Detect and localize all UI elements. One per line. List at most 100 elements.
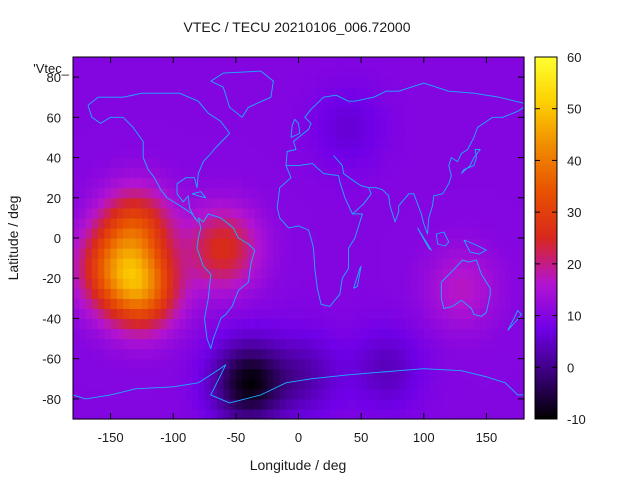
heatmap-cell (398, 308, 406, 320)
heatmap-cell (461, 308, 469, 320)
heatmap-cell (342, 127, 350, 139)
heatmap-cell (254, 358, 262, 370)
heatmap-cell (173, 167, 181, 179)
colorbar-cell (535, 334, 557, 339)
heatmap-cell (473, 318, 481, 330)
heatmap-cell (348, 197, 356, 209)
heatmap-cell (204, 67, 212, 78)
heatmap-cell (392, 358, 400, 370)
heatmap-cell (448, 77, 456, 88)
heatmap-cell (85, 298, 93, 309)
heatmap-cell (304, 187, 312, 199)
heatmap-cell (423, 107, 431, 118)
heatmap-cell (423, 248, 431, 259)
heatmap-cell (404, 288, 412, 299)
heatmap-cell (354, 177, 362, 189)
heatmap-cell (404, 157, 412, 169)
heatmap-cell (104, 358, 112, 370)
heatmap-cell (486, 147, 494, 159)
heatmap-cell (392, 408, 400, 420)
heatmap-cell (311, 77, 318, 88)
heatmap-cell (129, 197, 137, 209)
heatmap-cell (154, 117, 162, 128)
heatmap-cell (436, 137, 444, 149)
heatmap-cell (486, 227, 494, 239)
heatmap-cell (367, 87, 375, 98)
heatmap-cell (292, 107, 300, 118)
heatmap-cell (260, 67, 268, 78)
heatmap-cell (311, 137, 318, 149)
heatmap-cell (79, 67, 87, 78)
heatmap-cell (217, 298, 224, 309)
heatmap-cell (448, 137, 456, 149)
heatmap-cell (442, 268, 450, 279)
heatmap-cell (210, 258, 218, 269)
heatmap-cell (354, 167, 362, 179)
heatmap-cell (204, 328, 212, 340)
heatmap-cell (267, 117, 275, 128)
heatmap-cell (298, 187, 306, 199)
coastline (461, 149, 481, 174)
heatmap-cell (192, 207, 199, 219)
heatmap-cell (348, 398, 356, 410)
heatmap-cell (273, 227, 281, 239)
heatmap-cell (217, 388, 224, 400)
heatmap-cell (154, 167, 162, 179)
heatmap-cell (404, 258, 412, 269)
heatmap-cell (348, 157, 356, 169)
heatmap-cell (267, 378, 275, 390)
heatmap-cell (423, 207, 431, 219)
heatmap-cell (141, 127, 149, 139)
colorbar-cell (535, 316, 557, 320)
heatmap-cell (361, 77, 368, 88)
heatmap-cell (379, 127, 387, 139)
heatmap-cell (373, 398, 381, 410)
heatmap-cell (285, 398, 293, 410)
heatmap-cell (367, 77, 375, 88)
heatmap-cell (417, 117, 425, 128)
colorbar-cell (535, 337, 557, 342)
heatmap-cell (179, 77, 187, 88)
heatmap-cell (417, 57, 425, 68)
heatmap-cell (123, 358, 130, 370)
heatmap-cell (511, 197, 519, 209)
heatmap-cell (486, 127, 494, 139)
heatmap-cell (348, 107, 356, 118)
heatmap-cell (91, 258, 99, 269)
heatmap-cell (285, 248, 293, 259)
colorbar-tick-label: -10 (567, 412, 586, 427)
heatmap-cell (304, 388, 312, 400)
heatmap-cell (498, 187, 506, 199)
heatmap-cell (173, 117, 181, 128)
heatmap-cell (273, 177, 281, 189)
heatmap-cell (342, 288, 350, 299)
heatmap-cell (373, 207, 381, 219)
heatmap-cell (260, 378, 268, 390)
heatmap-cell (505, 157, 513, 169)
heatmap-cell (342, 87, 350, 98)
heatmap-cell (129, 167, 137, 179)
heatmap-cell (198, 348, 206, 360)
heatmap-cell (285, 207, 293, 219)
heatmap-cell (336, 248, 343, 259)
heatmap-cell (505, 87, 513, 98)
heatmap-cell (467, 248, 475, 259)
heatmap-cell (480, 278, 488, 289)
heatmap-cell (448, 238, 456, 249)
heatmap-cell (235, 408, 243, 420)
heatmap-cell (292, 227, 300, 239)
heatmap-cell (323, 368, 331, 380)
heatmap-cell (154, 308, 162, 320)
colorbar-cell (535, 328, 557, 333)
heatmap-cell (160, 368, 168, 380)
heatmap-cell (204, 167, 212, 179)
colorbar-cell (535, 397, 557, 402)
heatmap-cell (423, 338, 431, 350)
heatmap-cell (116, 217, 124, 229)
heatmap-cell (166, 298, 174, 309)
heatmap-cell (480, 87, 488, 98)
heatmap-cell (110, 167, 118, 179)
heatmap-cell (148, 408, 156, 420)
heatmap-cell (329, 358, 337, 370)
heatmap-cell (73, 378, 80, 390)
